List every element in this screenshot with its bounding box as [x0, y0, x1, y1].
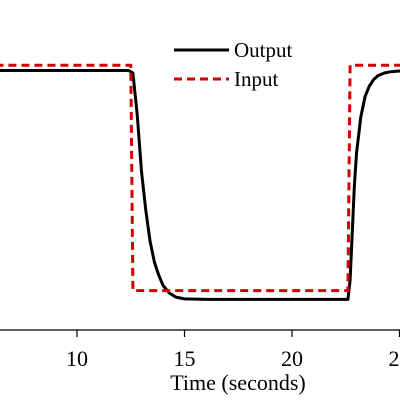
- legend-label-input: Input: [234, 67, 278, 91]
- plot-lines: [0, 63, 400, 301]
- x-tick-label-10: 10: [66, 346, 88, 371]
- series-line-output: [0, 69, 400, 301]
- x-tick-label-20: 20: [281, 346, 303, 371]
- x-ticks: 10 15 20 25: [66, 330, 400, 371]
- legend: Output Input: [174, 38, 293, 91]
- x-axis-label: Time (seconds): [170, 370, 305, 395]
- series-line-input: [0, 63, 400, 293]
- x-tick-label-25: 25: [389, 346, 400, 371]
- legend-label-output: Output: [234, 38, 293, 62]
- x-tick-label-15: 15: [174, 346, 196, 371]
